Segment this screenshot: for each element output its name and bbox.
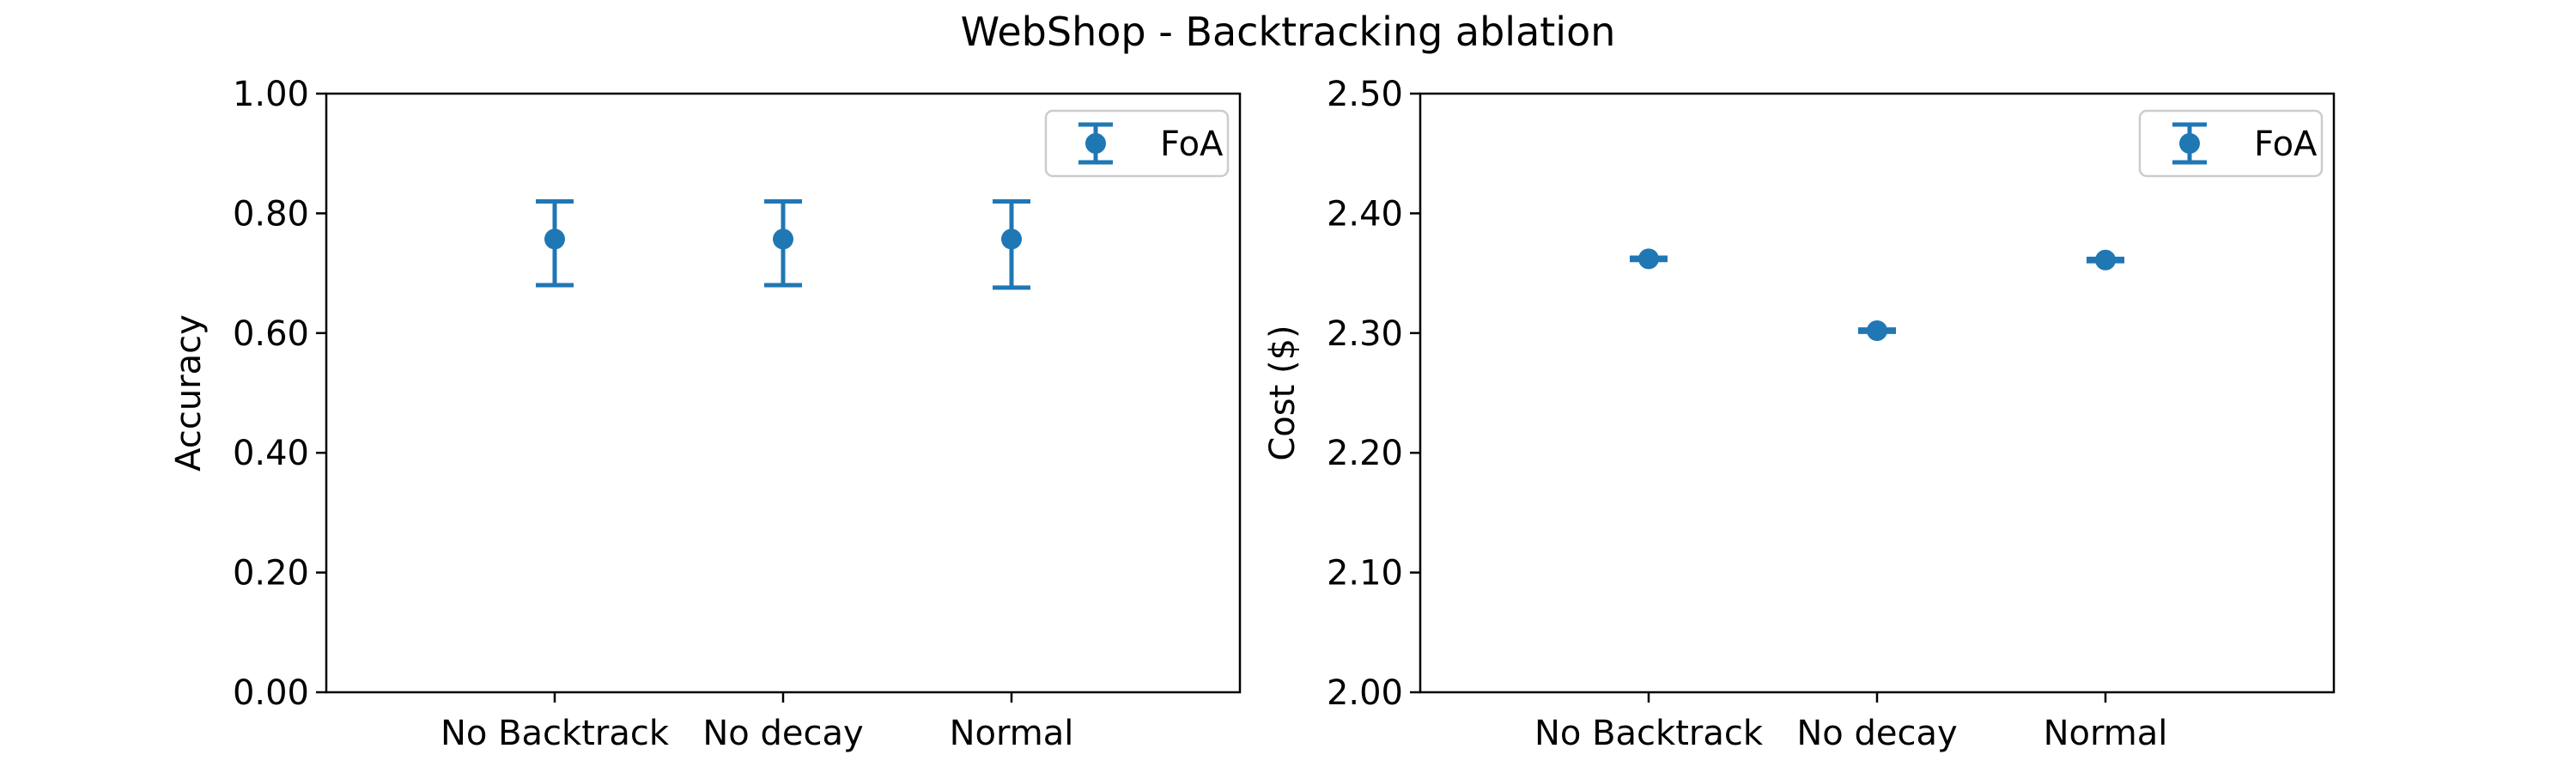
legend-marker-point [2179, 133, 2200, 154]
legend: FoA [1044, 109, 1230, 178]
data-point [1001, 228, 1022, 250]
y-tick-label: 0.00 [233, 673, 309, 713]
figure-title: WebShop - Backtracking ablation [961, 9, 1616, 55]
panel-1: 0.00 0.20 0.40 0.60 0.80 1.00 No Backtrack No d… [169, 75, 1242, 753]
data-point [2095, 249, 2116, 271]
x-tick-label: No Backtrack [440, 714, 670, 753]
x-tick-label: No decay [702, 714, 863, 753]
x-tick-label: No Backtrack [1534, 714, 1764, 753]
data-point [1867, 320, 1887, 342]
x-tick-label: Normal [2044, 714, 2168, 753]
panel-2: 2.00 2.10 2.20 2.30 2.40 2.50 No Backtrack No d… [1263, 75, 2336, 753]
data-point [544, 228, 565, 250]
legend-frame [1044, 109, 1230, 178]
x-tick-label: No decay [1796, 714, 1957, 753]
y-tick-label: 2.50 [1327, 75, 1403, 114]
legend-marker-point [1085, 133, 1106, 154]
plot-frame [325, 92, 1242, 694]
y-tick-label: 2.00 [1327, 673, 1403, 713]
legend-frame [2138, 109, 2324, 178]
y-tick-label: 0.60 [233, 314, 309, 354]
legend-label: FoA [2254, 125, 2318, 164]
y-tick-label: 2.20 [1327, 434, 1403, 473]
y-axis-label: Accuracy [169, 314, 209, 472]
legend: FoA [2138, 109, 2324, 178]
legend-label: FoA [1160, 125, 1224, 164]
data-point [773, 228, 793, 250]
data-point [1638, 248, 1659, 270]
y-tick-label: 0.40 [233, 434, 309, 473]
y-tick-label: 2.40 [1327, 194, 1403, 234]
y-tick-label: 2.30 [1327, 314, 1403, 354]
y-axis-label: Cost ($) [1263, 325, 1303, 460]
plot-frame [1419, 92, 2336, 694]
x-tick-label: Normal [950, 714, 1074, 753]
y-tick-label: 2.10 [1327, 554, 1403, 593]
y-tick-label: 0.20 [233, 554, 309, 593]
y-tick-label: 0.80 [233, 194, 309, 234]
y-tick-label: 1.00 [233, 75, 309, 114]
